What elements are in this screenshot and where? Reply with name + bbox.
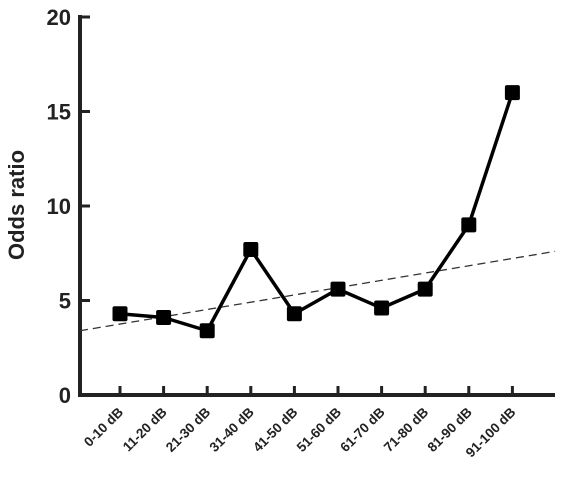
data-point-marker xyxy=(156,310,172,326)
x-tick-label: 71-80 dB xyxy=(381,404,432,455)
data-point-marker xyxy=(461,217,477,233)
x-tick-label: 51-60 dB xyxy=(294,404,345,455)
data-point-marker xyxy=(417,281,433,297)
y-tick-label: 20 xyxy=(47,5,71,30)
data-point-marker xyxy=(199,323,215,339)
x-tick-label: 31-40 dB xyxy=(207,404,258,455)
y-tick-label: 5 xyxy=(59,289,71,314)
x-tick-label: 21-30 dB xyxy=(163,404,214,455)
y-tick-label: 10 xyxy=(47,194,71,219)
data-point-marker xyxy=(243,241,259,257)
x-tick-label: 41-50 dB xyxy=(250,404,301,455)
y-axis-ticks: 0 5 10 15 20 xyxy=(47,5,90,408)
series-line xyxy=(119,92,515,333)
y-tick-label: 0 xyxy=(59,383,71,408)
data-point-marker xyxy=(112,306,128,322)
data-point-marker xyxy=(330,281,346,297)
series-markers xyxy=(112,85,520,339)
y-tick-label: 15 xyxy=(47,100,71,125)
y-axis-label: Odds ratio xyxy=(4,150,29,260)
trendline xyxy=(79,250,556,332)
data-point-marker xyxy=(504,85,520,101)
data-point-marker xyxy=(286,306,302,322)
x-tick-label: 11-20 dB xyxy=(120,404,170,454)
data-point-marker xyxy=(374,300,390,316)
x-tick-label: 61-70 dB xyxy=(337,404,388,455)
